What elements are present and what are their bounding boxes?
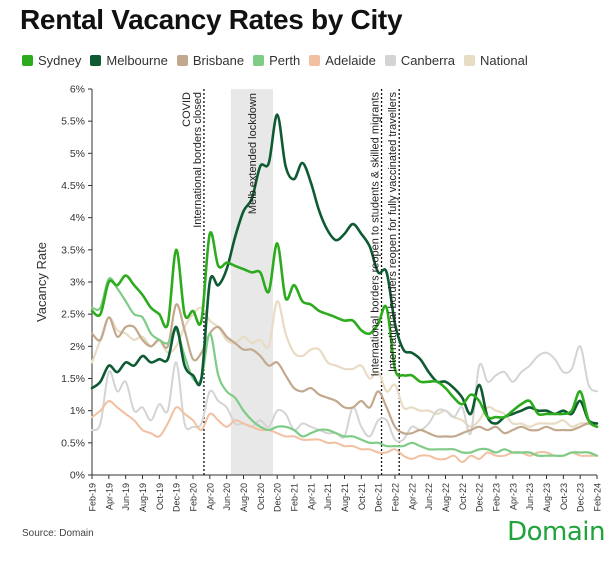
x-tick-label: Feb-20 (189, 483, 199, 512)
event-annotation-label: International borders reopen for fully v… (387, 92, 399, 373)
x-tick-label: Dec-21 (374, 483, 384, 512)
legend-swatch (384, 55, 396, 66)
legend-label: Melbourne (106, 53, 168, 68)
lockdown-label: Melb extended lockdown (247, 93, 259, 214)
series-line-melbourne (90, 113, 599, 425)
legend-item: Adelaide (309, 53, 376, 68)
legend-item: Perth (253, 53, 300, 68)
y-tick-label: 1.5% (61, 373, 85, 385)
legend-swatch (176, 55, 188, 66)
domain-logo: Domain (507, 517, 605, 547)
x-tick-label: Aug-19 (138, 483, 148, 512)
legend-label: Canberra (400, 53, 456, 68)
line-chart: 0% 0.5% 1% 1.5% 2% 2.5% 3% 3.5% 4% 4.5% 5% 5.5% 6% Fe… (34, 84, 603, 513)
x-tick-label: Aug-20 (239, 483, 249, 512)
x-tick-label: Dec-20 (273, 483, 283, 512)
legend-item: National (464, 53, 528, 68)
y-tick-label: 5.5% (61, 116, 85, 128)
y-tick-label: 2.5% (61, 309, 85, 321)
x-tick-label: Feb-21 (290, 483, 300, 512)
x-tick-label: Apr-19 (104, 483, 114, 510)
source-note: Source: Domain (22, 528, 94, 539)
series-line-sydney (90, 231, 599, 429)
x-tick-label: Jun-22 (424, 483, 434, 511)
x-tick-label: Aug-21 (340, 483, 350, 512)
lockdown-shaded-region (230, 89, 273, 475)
x-tick-label: Jun-20 (222, 483, 232, 511)
legend-label: Perth (269, 53, 301, 68)
y-axis-title: Vacancy Rate (34, 242, 49, 322)
x-tick-label: Dec-23 (576, 483, 586, 512)
x-tick-label: Feb-23 (492, 483, 502, 512)
x-tick-label: Jun-19 (121, 483, 131, 511)
y-tick-label: 4.5% (61, 180, 85, 192)
x-tick-label: Apr-20 (205, 483, 215, 510)
chart-legend: Sydney Melbourne Brisbane Perth Adelaide Canb… (22, 53, 537, 68)
event-annotation-label: International borders reopen to students… (370, 92, 382, 377)
legend-swatch (22, 55, 33, 66)
legend-swatch (90, 55, 102, 66)
x-tick-label: Apr-23 (508, 483, 518, 510)
y-tick-label: 0.5% (61, 437, 85, 449)
event-annotation-label: COVID (181, 92, 193, 127)
series-line-brisbane (90, 303, 599, 438)
x-tick-label: Feb-19 (88, 483, 98, 512)
legend-item: Brisbane (176, 53, 245, 68)
x-tick-label: Dec-19 (172, 483, 182, 512)
legend-label: Brisbane (192, 53, 245, 68)
event-annotation-label: International borders closed (192, 92, 204, 228)
series-line-national (90, 300, 599, 428)
legend-label: National (480, 53, 528, 68)
y-tick-label: 1% (70, 405, 85, 417)
legend-label: Sydney (38, 53, 82, 68)
legend-item: Sydney (22, 53, 81, 68)
x-tick-label: Oct-20 (256, 483, 266, 510)
x-tick-label: Jun-21 (323, 483, 333, 511)
y-tick-label: 5% (70, 148, 85, 160)
y-tick-label: 3% (70, 277, 85, 289)
x-tick-label: Feb-24 (593, 483, 603, 512)
x-tick-label: Aug-22 (441, 483, 451, 512)
series-line-perth (90, 277, 599, 458)
x-tick-label: Oct-21 (357, 483, 367, 510)
legend-swatch (253, 55, 265, 66)
x-tick-label: Feb-22 (391, 483, 401, 512)
x-tick-label: Dec-22 (475, 483, 485, 512)
legend-item: Melbourne (90, 53, 168, 68)
legend-swatch (464, 55, 476, 66)
y-tick-label: 4% (70, 212, 85, 224)
x-tick-label: Apr-21 (306, 483, 316, 510)
x-tick-label: Aug-23 (542, 483, 552, 512)
y-tick-label: 6% (70, 84, 85, 96)
y-tick-label: 2% (70, 341, 85, 353)
y-tick-label: 3.5% (61, 244, 85, 256)
x-tick-label: Apr-22 (407, 483, 417, 510)
x-tick-label: Oct-22 (458, 483, 468, 510)
x-tick-label: Oct-19 (155, 483, 165, 510)
y-tick-label: 0% (70, 470, 85, 482)
x-tick-label: Oct-23 (559, 483, 569, 510)
legend-label: Adelaide (325, 53, 376, 68)
legend-swatch (309, 55, 321, 66)
chart-title: Rental Vacancy Rates by City (20, 4, 403, 35)
legend-item: Canberra (384, 53, 456, 68)
x-tick-label: Jun-23 (525, 483, 535, 511)
